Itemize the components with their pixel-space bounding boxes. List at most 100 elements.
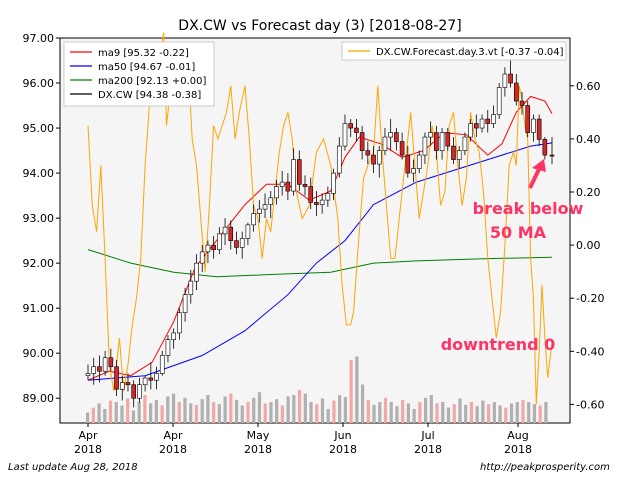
candle-up (274, 186, 279, 199)
candle-down (228, 226, 234, 241)
candle-up (137, 384, 142, 399)
legend-left-label: DX.CW [94.38 -0.38] (98, 90, 201, 101)
annotation-arrow-shaft (528, 166, 542, 189)
volume-bar (481, 400, 485, 423)
source-url-text: http://peakprosperity.com (480, 462, 610, 473)
candle-down (371, 154, 376, 165)
candle-down (108, 357, 114, 368)
volume-bar (389, 402, 393, 423)
candle-up (268, 197, 274, 205)
volume-bar (343, 397, 348, 423)
candle-up (85, 373, 91, 377)
volume-bar (446, 407, 451, 423)
y-left-tick-label: 96.00 (23, 77, 55, 90)
candle-down (434, 132, 439, 151)
volume-bars (86, 356, 548, 423)
volume-bar (240, 405, 244, 423)
volume-bar (229, 393, 233, 423)
legend-right: DX.CW.Forecast.day.3.vt [-0.37 -0.04] (341, 41, 567, 61)
volume-bar (160, 405, 164, 423)
volume-bar (486, 404, 491, 423)
annotations: break below 50 MA downtrend 0 (441, 159, 584, 354)
candle-down (97, 366, 102, 372)
legend-left-label: ma50 [94.67 -0.01] (98, 62, 195, 73)
volume-bar (143, 395, 147, 423)
x-tick-year: 2018 (244, 443, 272, 456)
candle-up (336, 145, 342, 174)
candle-down (148, 377, 154, 381)
candle-up (182, 294, 188, 313)
volume-bar (492, 402, 496, 423)
annotation-break-line2: 50 MA (490, 223, 547, 242)
candle-up (194, 262, 199, 282)
volume-bar (338, 395, 342, 423)
volume-bar (412, 409, 416, 423)
volume-bar (355, 356, 359, 423)
legend-left-label: ma200 [92.13 +0.00] (98, 76, 206, 87)
volume-bar (383, 397, 388, 423)
volume-bar (366, 399, 370, 423)
annotation-downtrend: downtrend 0 (441, 335, 556, 354)
volume-bar (86, 412, 90, 423)
volume-bar (349, 360, 353, 423)
candle-down (549, 154, 555, 157)
candle-up (171, 332, 176, 340)
ma50-line (87, 142, 553, 381)
candle-down (394, 132, 399, 142)
volume-bar (91, 407, 95, 423)
legend-left-box (63, 41, 215, 107)
x-tick-month: Jul (420, 429, 434, 442)
candle-down (114, 366, 119, 390)
legend-right-box (341, 41, 567, 61)
y-left-tick-label: 97.00 (23, 32, 55, 45)
volume-bar (189, 403, 193, 423)
y-right-tick-label: -0.20 (576, 292, 604, 305)
ma200-line (87, 249, 553, 278)
candle-up (422, 136, 428, 156)
volume-bar (103, 409, 107, 423)
x-tick-month: Apr (78, 429, 98, 442)
volume-bar (418, 402, 422, 423)
candle-down (474, 123, 479, 129)
candle-up (456, 150, 462, 160)
volume-bar (286, 396, 290, 423)
x-tick-month: May (247, 429, 270, 442)
volume-bar (429, 395, 433, 423)
candle-down (508, 73, 513, 84)
y-right-tick-label: -0.40 (576, 345, 604, 358)
volume-bar (441, 402, 445, 423)
candle-up (491, 114, 496, 124)
candle-down (354, 127, 359, 133)
last-update-text: Last update Aug 28, 2018 (8, 462, 138, 473)
volume-bar (504, 407, 508, 423)
volume-bar (423, 397, 428, 423)
y-right-tick-label: 0.00 (576, 239, 601, 252)
y-right-tick-label: -0.60 (576, 398, 604, 411)
candle-up (119, 382, 125, 390)
volume-bar (521, 399, 525, 423)
candle-up (91, 366, 97, 374)
candle-down (542, 139, 548, 156)
candle-up (531, 118, 536, 133)
volume-bar (395, 406, 399, 423)
volume-bar (257, 392, 262, 423)
candle-up (102, 357, 108, 372)
candle-up (439, 132, 445, 151)
y-left-tick-label: 95.00 (23, 122, 55, 135)
volume-bar (177, 402, 181, 423)
volume-bar (200, 399, 204, 423)
x-tick-month: Apr (163, 429, 183, 442)
chart-title: DX.CW vs Forecast day (3) [2018-08-27] (178, 18, 461, 34)
volume-bar (332, 400, 336, 423)
candle-down (445, 132, 451, 147)
candle-up (217, 233, 222, 250)
annotation-break-line1: break below (473, 199, 584, 218)
volume-bar (97, 403, 101, 423)
candle-down (536, 118, 542, 140)
candle-up (376, 150, 382, 165)
candle-up (388, 132, 393, 138)
volume-bar (263, 403, 267, 423)
y-left-tick-label: 94.00 (23, 167, 55, 180)
x-tick-month: Aug (507, 429, 528, 442)
candle-up (291, 159, 296, 192)
